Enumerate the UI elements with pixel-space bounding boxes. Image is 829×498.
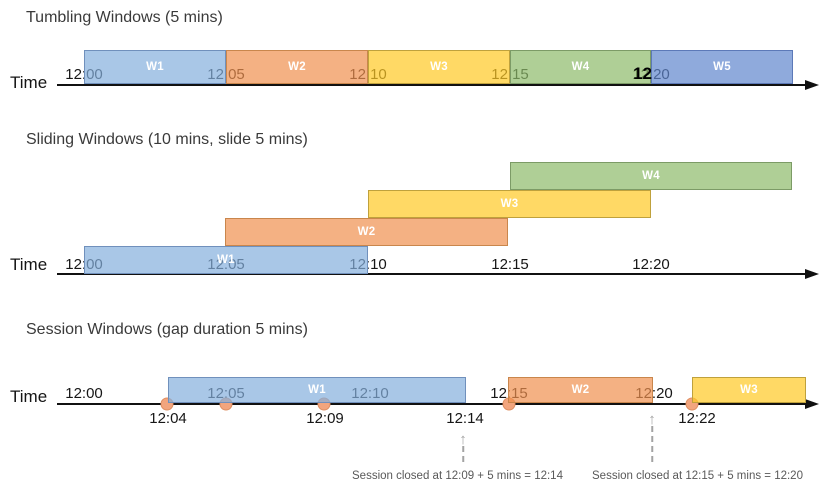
tumbling-time-axis-label: Time bbox=[10, 73, 48, 92]
dashed-stem bbox=[462, 446, 464, 462]
session-time-axis bbox=[57, 403, 807, 405]
window-label: W2 bbox=[288, 61, 306, 73]
tumbling-window-w2: W2 bbox=[226, 50, 368, 84]
session-tick-1200: 12:00 bbox=[65, 385, 103, 402]
tumbling-window-w3: W3 bbox=[368, 50, 510, 84]
window-label: W4 bbox=[642, 170, 660, 182]
dashed-stem bbox=[651, 426, 653, 462]
session-time-axis-label: Time bbox=[10, 387, 48, 406]
session-event-label-1214: 12:14 bbox=[446, 410, 484, 427]
sliding-window-w2: W2 bbox=[225, 218, 508, 246]
window-label: W5 bbox=[713, 61, 731, 73]
window-label: W2 bbox=[357, 226, 376, 238]
tumbling-window-w4: W4 bbox=[510, 50, 651, 84]
window-label: W1 bbox=[217, 254, 235, 266]
session-event-label-1222: 12:22 bbox=[678, 410, 716, 427]
sliding-window-w1: W1 bbox=[84, 246, 368, 274]
sliding-time-axis bbox=[57, 273, 807, 275]
session-section-title: Session Windows (gap duration 5 mins) bbox=[26, 321, 308, 338]
tumbling-window-w5: W5 bbox=[651, 50, 793, 84]
window-label: W1 bbox=[308, 384, 326, 396]
window-label: W3 bbox=[500, 198, 519, 210]
tumbling-time-axis bbox=[57, 84, 807, 86]
axis-arrowhead-icon bbox=[805, 269, 819, 279]
window-label: W4 bbox=[571, 61, 590, 73]
session-window-w1: W1 bbox=[168, 377, 466, 403]
session-event-label-1204: 12:04 bbox=[149, 410, 187, 427]
window-label: W3 bbox=[430, 61, 448, 73]
session-event-label-1209: 12:09 bbox=[306, 410, 344, 427]
axis-arrowhead-icon bbox=[805, 80, 819, 90]
session-window-w3: W3 bbox=[692, 377, 806, 403]
sliding-tick-1220: 12:20 bbox=[632, 256, 670, 273]
sliding-time-axis-label: Time bbox=[10, 255, 48, 274]
sliding-window-w3: W3 bbox=[368, 190, 651, 218]
session-closed-annotation-2: Session closed at 12:15 + 5 mins = 12:20 bbox=[592, 470, 803, 482]
tumbling-section-title: Tumbling Windows (5 mins) bbox=[26, 9, 223, 26]
window-label: W3 bbox=[740, 384, 758, 396]
tumbling-bold-hour-overlay: 12 bbox=[633, 64, 652, 83]
window-label: W2 bbox=[571, 384, 590, 396]
sliding-section-title: Sliding Windows (10 mins, slide 5 mins) bbox=[26, 131, 308, 148]
axis-arrowhead-icon bbox=[805, 399, 819, 409]
sliding-window-w4: W4 bbox=[510, 162, 792, 190]
window-label: W1 bbox=[146, 61, 164, 73]
session-window-w2: W2 bbox=[508, 377, 653, 403]
session-closed-annotation-1: Session closed at 12:09 + 5 mins = 12:14 bbox=[352, 470, 563, 482]
annotation-arrow-1: ↑ bbox=[459, 431, 467, 462]
tumbling-window-w1: W1 bbox=[84, 50, 226, 84]
annotation-arrow-2: ↑ bbox=[648, 411, 656, 462]
up-arrow-icon: ↑ bbox=[648, 411, 656, 428]
sliding-tick-1215: 12:15 bbox=[491, 256, 529, 273]
up-arrow-icon: ↑ bbox=[459, 431, 467, 448]
